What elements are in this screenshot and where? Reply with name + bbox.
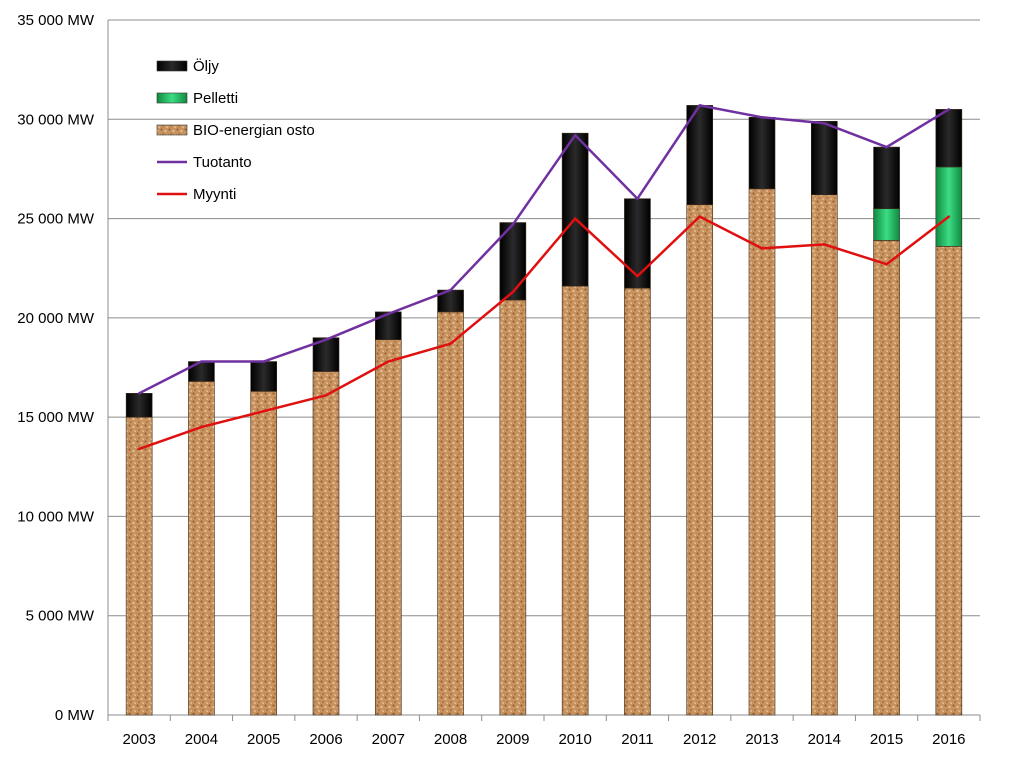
point-myynti-2016 (947, 215, 951, 218)
bar-bio-energian-osto-2009 (499, 299, 527, 716)
point-tuotanto-2011 (636, 197, 639, 200)
bar-bio-energian-osto-2004 (188, 381, 215, 716)
bar-bio-energian-osto-2013 (748, 188, 776, 716)
point-myynti-2013 (760, 247, 764, 250)
bar--ljy-2012 (686, 105, 714, 205)
bar--ljy-2003 (125, 393, 153, 418)
lines (137, 104, 951, 451)
legend-label-pelletti: Pelletti (193, 90, 238, 107)
y-tick-label: 0 MW (55, 707, 95, 724)
bar-bio-energian-osto-2008 (437, 311, 464, 716)
bar--ljy-2004 (188, 361, 215, 382)
point-tuotanto-2015 (885, 145, 888, 149)
x-tick-label: 2012 (683, 731, 716, 748)
bar-bio-energian-osto-2012 (686, 204, 714, 716)
x-tick-label: 2009 (496, 731, 529, 748)
y-tick-label: 30 000 MW (17, 111, 95, 128)
point-tuotanto-2012 (698, 104, 701, 107)
bar-bio-energian-osto-2016 (935, 246, 963, 716)
point-tuotanto-2004 (200, 360, 203, 363)
bar-bio-energian-osto-2010 (561, 285, 589, 716)
point-tuotanto-2005 (262, 360, 265, 363)
x-tick-label: 2008 (434, 731, 467, 748)
point-myynti-2008 (449, 342, 452, 345)
x-tick-label: 2011 (621, 731, 653, 748)
bar--ljy-2007 (374, 311, 402, 340)
x-tick-label: 2015 (870, 731, 903, 748)
bars (125, 105, 963, 716)
bar-bio-energian-osto-2015 (873, 240, 900, 716)
legend-swatch-pelletti (156, 92, 188, 104)
point-myynti-2015 (885, 263, 888, 266)
point-myynti-2009 (511, 290, 515, 294)
legend-label--ljy: Öljy (193, 57, 219, 75)
legend-swatch--ljy (156, 60, 188, 72)
bar-bio-energian-osto-2011 (624, 287, 651, 716)
point-tuotanto-2009 (511, 223, 515, 226)
x-tick-label: 2003 (122, 731, 155, 748)
bar-pelletti-2015 (873, 208, 900, 241)
x-tick-label: 2007 (372, 731, 405, 748)
y-tick-label: 20 000 MW (17, 310, 95, 327)
y-tick-label: 15 000 MW (17, 409, 95, 426)
point-myynti-2010 (573, 217, 577, 220)
legend-label-tuotanto: Tuotanto (193, 154, 252, 171)
grid (108, 19, 980, 617)
bar--ljy-2015 (873, 146, 900, 209)
point-myynti-2014 (823, 243, 826, 246)
bar--ljy-2016 (935, 109, 963, 168)
bar-bio-energian-osto-2005 (250, 391, 278, 716)
point-myynti-2011 (636, 274, 639, 278)
x-tick-label: 2004 (185, 731, 218, 748)
bar-bio-energian-osto-2006 (312, 371, 340, 716)
bar-bio-energian-osto-2007 (374, 339, 402, 716)
point-myynti-2012 (698, 215, 701, 218)
point-tuotanto-2007 (387, 312, 390, 316)
bar--ljy-2005 (250, 361, 278, 392)
point-myynti-2006 (324, 394, 328, 397)
x-tick-label: 2005 (247, 731, 280, 748)
bar--ljy-2010 (561, 132, 589, 287)
legend: Öljy Pelletti BIO-energian osto Tuotanto Myy… (156, 57, 315, 203)
y-tick-label: 25 000 MW (17, 211, 95, 228)
point-tuotanto-2008 (449, 288, 452, 292)
axes: 0 MW 5 000 MW 10 000 MW 15 000 MW 20 000 MW 2… (17, 12, 981, 748)
y-tick-label: 5 000 MW (26, 608, 95, 625)
bar-bio-energian-osto-2003 (125, 416, 153, 716)
point-tuotanto-2010 (573, 133, 577, 137)
legend-label-bio-energian-osto: BIO-energian osto (193, 122, 315, 139)
point-myynti-2007 (387, 360, 390, 363)
x-tick-label: 2013 (745, 731, 778, 748)
point-tuotanto-2016 (947, 108, 951, 111)
line-tuotanto (138, 104, 950, 395)
y-tick-label: 10 000 MW (17, 508, 95, 525)
point-tuotanto-2006 (324, 338, 328, 341)
legend-swatch-bio-energian-osto (156, 124, 188, 136)
point-tuotanto-2014 (823, 122, 826, 125)
point-myynti-2005 (262, 409, 265, 413)
bar--ljy-2014 (810, 120, 838, 196)
x-tick-label: 2014 (808, 731, 841, 748)
legend-label-myynti: Myynti (193, 186, 236, 203)
point-myynti-2003 (137, 447, 141, 451)
point-tuotanto-2003 (137, 392, 141, 395)
bar--ljy-2011 (624, 198, 651, 289)
y-tick-label: 35 000 MW (17, 12, 95, 29)
bar-pelletti-2016 (935, 166, 963, 247)
bar--ljy-2013 (748, 117, 776, 190)
bar-bio-energian-osto-2014 (810, 194, 838, 716)
x-tick-label: 2010 (558, 731, 591, 748)
point-myynti-2004 (200, 425, 203, 429)
line-myynti (138, 215, 950, 451)
x-tick-label: 2016 (932, 731, 965, 748)
point-tuotanto-2013 (760, 116, 764, 119)
x-tick-label: 2006 (309, 731, 342, 748)
